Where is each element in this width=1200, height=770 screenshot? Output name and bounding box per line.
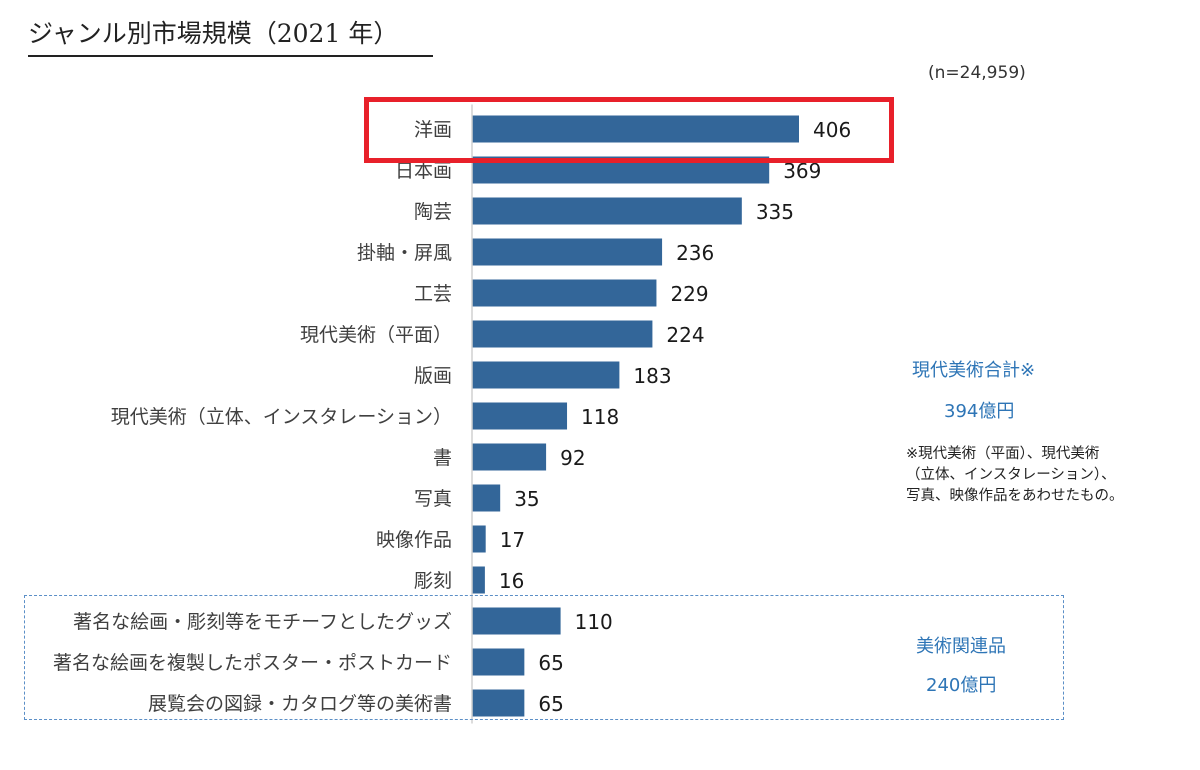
category-label: 著名な絵画を複製したポスター・ポストカード — [53, 652, 452, 674]
value-label: 65 — [538, 651, 563, 675]
category-label: 写真 — [414, 488, 452, 510]
category-label: 著名な絵画・彫刻等をモチーフとしたグッズ — [73, 611, 452, 633]
bar — [472, 607, 561, 635]
category-label: 映像作品 — [376, 529, 452, 551]
related-goods-value: 240億円 — [926, 675, 997, 696]
value-label: 369 — [783, 159, 821, 183]
related-goods-box — [24, 595, 1064, 720]
category-label: 彫刻 — [414, 570, 452, 592]
category-label: 日本画 — [395, 160, 452, 182]
highlight-box — [364, 97, 894, 163]
value-label: 35 — [514, 487, 539, 511]
title-underline — [28, 55, 433, 57]
footnote-line: 写真、映像作品をあわせたもの。 — [906, 488, 1124, 504]
bar — [472, 320, 653, 348]
bar — [472, 484, 501, 512]
value-label: 118 — [581, 405, 619, 429]
category-label: 洋画 — [414, 119, 452, 141]
bar — [472, 279, 657, 307]
category-label: 版画 — [414, 365, 452, 387]
contemporary-total-value: 394億円 — [944, 401, 1015, 422]
bar — [472, 115, 799, 143]
contemporary-total-label: 現代美術合計※ — [912, 360, 1036, 381]
category-label: 書 — [433, 447, 452, 469]
page-title: ジャンル別市場規模（2021 年） — [28, 19, 399, 48]
value-label: 65 — [538, 692, 563, 716]
bar — [472, 238, 663, 266]
related-goods-label: 美術関連品 — [916, 636, 1006, 657]
value-label: 92 — [560, 446, 585, 470]
bar — [472, 689, 525, 717]
bar — [472, 402, 568, 430]
footnote-line: ※現代美術（平面）、現代美術 — [906, 446, 1100, 462]
category-label: 現代美術（平面） — [300, 324, 452, 346]
category-label: 陶芸 — [414, 201, 452, 223]
value-label: 229 — [670, 282, 708, 306]
category-label: 掛軸・屏風 — [357, 242, 452, 264]
value-label: 236 — [676, 241, 714, 265]
category-label: 現代美術（立体、インスタレーション） — [111, 406, 452, 428]
bar — [472, 443, 547, 471]
bar — [472, 197, 742, 225]
value-label: 16 — [499, 569, 524, 593]
bar — [472, 566, 485, 594]
bar — [472, 648, 525, 676]
category-label: 展覧会の図録・カタログ等の美術書 — [148, 693, 452, 715]
value-label: 17 — [500, 528, 525, 552]
value-label: 335 — [756, 200, 794, 224]
category-label: 工芸 — [414, 283, 452, 305]
value-label: 224 — [666, 323, 704, 347]
footnote: ※現代美術（平面）、現代美術 （立体、インスタレーション）、 写真、映像作品をあ… — [906, 444, 1124, 507]
value-label: 406 — [813, 118, 851, 142]
footnote-line: （立体、インスタレーション）、 — [906, 467, 1116, 483]
value-label: 183 — [633, 364, 671, 388]
bar — [472, 361, 620, 389]
value-label: 110 — [575, 610, 613, 634]
bar — [472, 525, 486, 553]
sample-size-note: (n=24,959) — [928, 63, 1026, 83]
